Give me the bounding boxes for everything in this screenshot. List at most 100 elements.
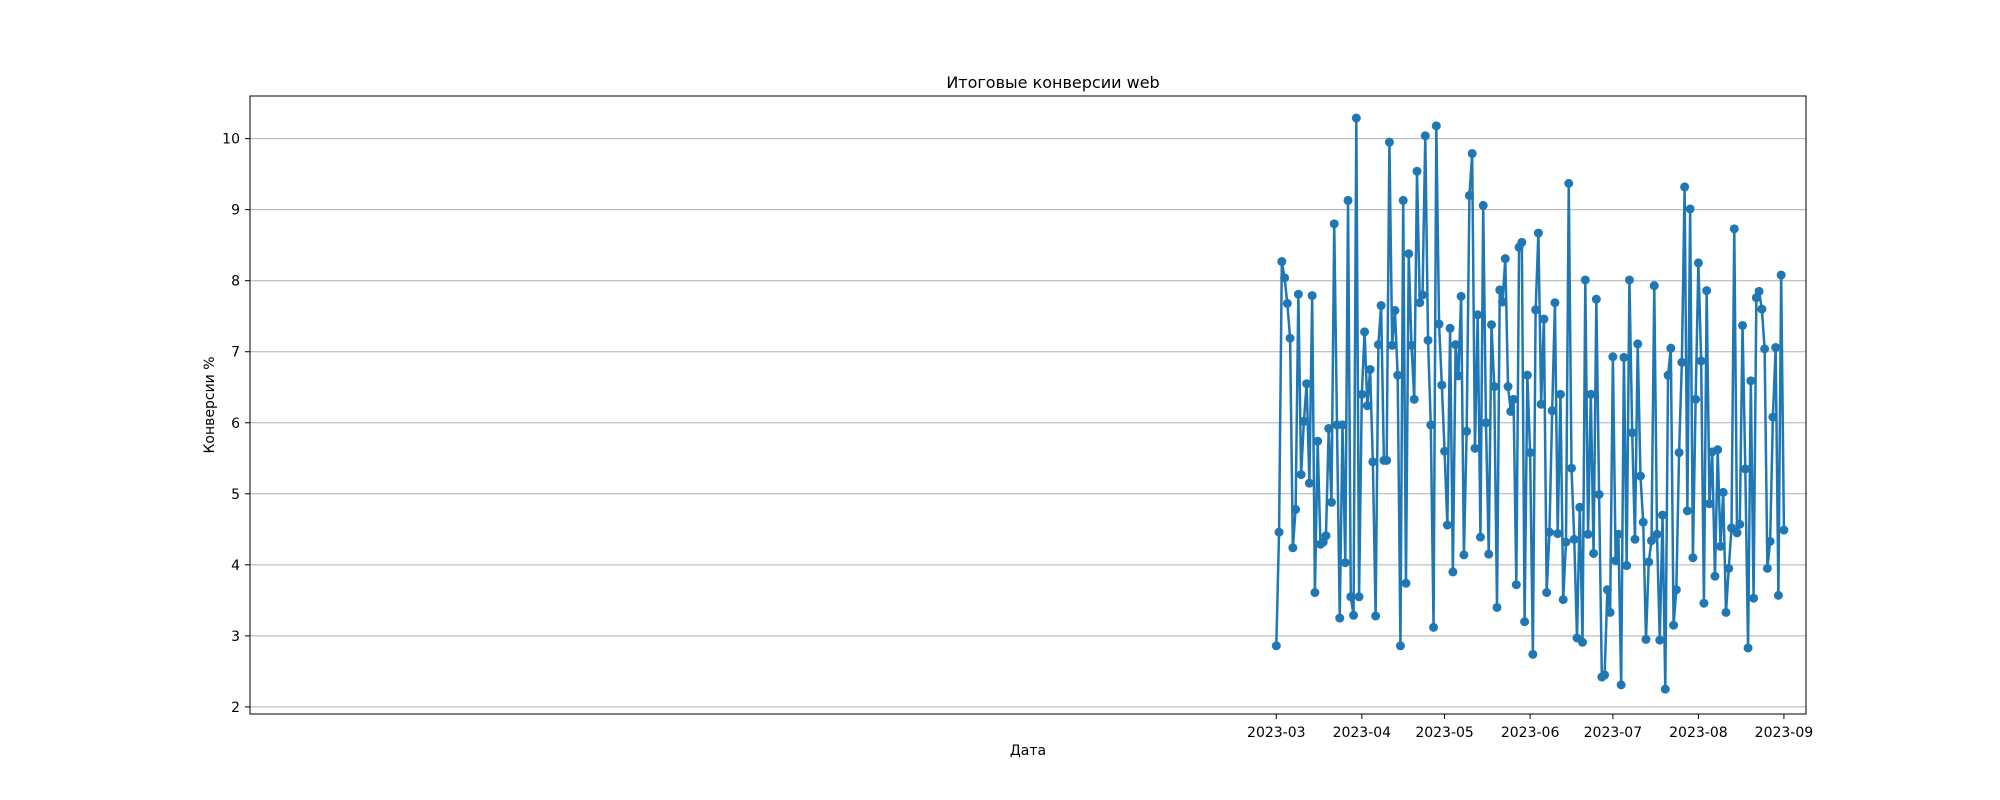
- data-point: [1583, 529, 1593, 539]
- data-point: [1699, 598, 1709, 608]
- data-point: [1630, 534, 1640, 544]
- data-point: [1376, 301, 1386, 311]
- data-point: [1453, 371, 1463, 381]
- y-tick-label: 7: [231, 345, 240, 361]
- data-point: [1768, 412, 1778, 422]
- data-point: [1619, 352, 1629, 362]
- data-point: [1354, 592, 1364, 602]
- data-point: [1395, 641, 1405, 651]
- data-point: [1329, 219, 1339, 229]
- y-axis: 2 3 4 5 6 7 8 9 10: [222, 132, 250, 716]
- x-tick-label: 2023-08: [1669, 725, 1728, 741]
- data-point: [1558, 595, 1568, 605]
- gridlines: [250, 138, 1806, 708]
- data-point: [1762, 563, 1772, 573]
- data-point: [1779, 525, 1789, 535]
- data-point: [1666, 343, 1676, 353]
- data-point: [1624, 275, 1634, 285]
- data-point: [1702, 286, 1712, 296]
- data-point: [1616, 680, 1626, 690]
- data-point: [1539, 314, 1549, 324]
- data-point: [1522, 370, 1532, 380]
- data-point: [1691, 394, 1701, 404]
- y-axis-label: Конверсии %: [202, 356, 218, 453]
- data-point: [1503, 382, 1513, 392]
- data-point: [1406, 340, 1416, 350]
- x-tick-label: 2023-05: [1415, 725, 1474, 741]
- x-tick-label: 2023-06: [1501, 725, 1560, 741]
- data-point: [1682, 506, 1692, 516]
- data-point: [1484, 549, 1494, 559]
- data-point: [1302, 379, 1312, 389]
- data-point: [1669, 620, 1679, 630]
- y-tick-label: 3: [231, 629, 240, 645]
- data-point: [1729, 224, 1739, 234]
- data-point: [1335, 613, 1345, 623]
- data-point: [1677, 357, 1687, 367]
- data-point: [1357, 389, 1367, 399]
- data-point: [1586, 389, 1596, 399]
- data-point: [1589, 548, 1599, 558]
- data-point: [1749, 593, 1759, 603]
- data-point: [1735, 519, 1745, 529]
- data-point: [1445, 323, 1455, 333]
- data-point: [1360, 327, 1370, 337]
- data-point: [1688, 553, 1698, 563]
- x-tick-label: 2023-07: [1584, 725, 1643, 741]
- data-point: [1368, 457, 1378, 467]
- data-point: [1591, 294, 1601, 304]
- data-point: [1710, 571, 1720, 581]
- data-point: [1724, 563, 1734, 573]
- x-tick-label: 2023-04: [1333, 725, 1392, 741]
- data-point: [1713, 445, 1723, 455]
- data-point: [1511, 580, 1521, 590]
- data-point: [1462, 426, 1472, 436]
- data-point: [1544, 527, 1554, 537]
- x-tick-label: 2023-03: [1247, 725, 1306, 741]
- x-axis: 2023-03 2023-04 2023-05 2023-06 2023-07 2023-…: [1247, 714, 1813, 741]
- data-point: [1456, 291, 1466, 301]
- data-point: [1293, 289, 1303, 299]
- data-point: [1467, 149, 1477, 159]
- data-point: [1718, 487, 1728, 497]
- data-point: [1754, 286, 1764, 296]
- data-point: [1481, 418, 1491, 428]
- data-point: [1704, 499, 1714, 509]
- data-point: [1387, 340, 1397, 350]
- data-point: [1765, 536, 1775, 546]
- data-point: [1693, 258, 1703, 268]
- data-point: [1434, 319, 1444, 329]
- data-point: [1321, 531, 1331, 541]
- data-point: [1404, 249, 1414, 259]
- data-point: [1600, 670, 1610, 680]
- data-point: [1721, 607, 1731, 617]
- data-point: [1660, 684, 1670, 694]
- data-point: [1771, 342, 1781, 352]
- data-point: [1550, 298, 1560, 308]
- data-point: [1486, 320, 1496, 330]
- data-point: [1674, 448, 1684, 458]
- data-point: [1525, 448, 1535, 458]
- data-point: [1776, 270, 1786, 280]
- data-point: [1594, 490, 1604, 499]
- data-point: [1555, 389, 1565, 399]
- data-point: [1398, 195, 1408, 205]
- data-point: [1384, 137, 1394, 147]
- data-point: [1500, 254, 1510, 264]
- plot-frame: [249, 95, 1807, 715]
- data-point: [1613, 529, 1623, 539]
- data-point: [1382, 455, 1392, 465]
- data-point: [1635, 471, 1645, 481]
- data-point: [1608, 352, 1618, 362]
- series-layer: [1271, 113, 1789, 694]
- data-point: [1346, 592, 1356, 602]
- data-point: [1528, 649, 1538, 659]
- data-point: [1470, 443, 1480, 453]
- data-point: [1547, 406, 1557, 416]
- data-point: [1715, 541, 1725, 551]
- data-point: [1536, 399, 1546, 409]
- data-point: [1740, 464, 1750, 474]
- data-point: [1498, 297, 1508, 307]
- data-point: [1390, 306, 1400, 316]
